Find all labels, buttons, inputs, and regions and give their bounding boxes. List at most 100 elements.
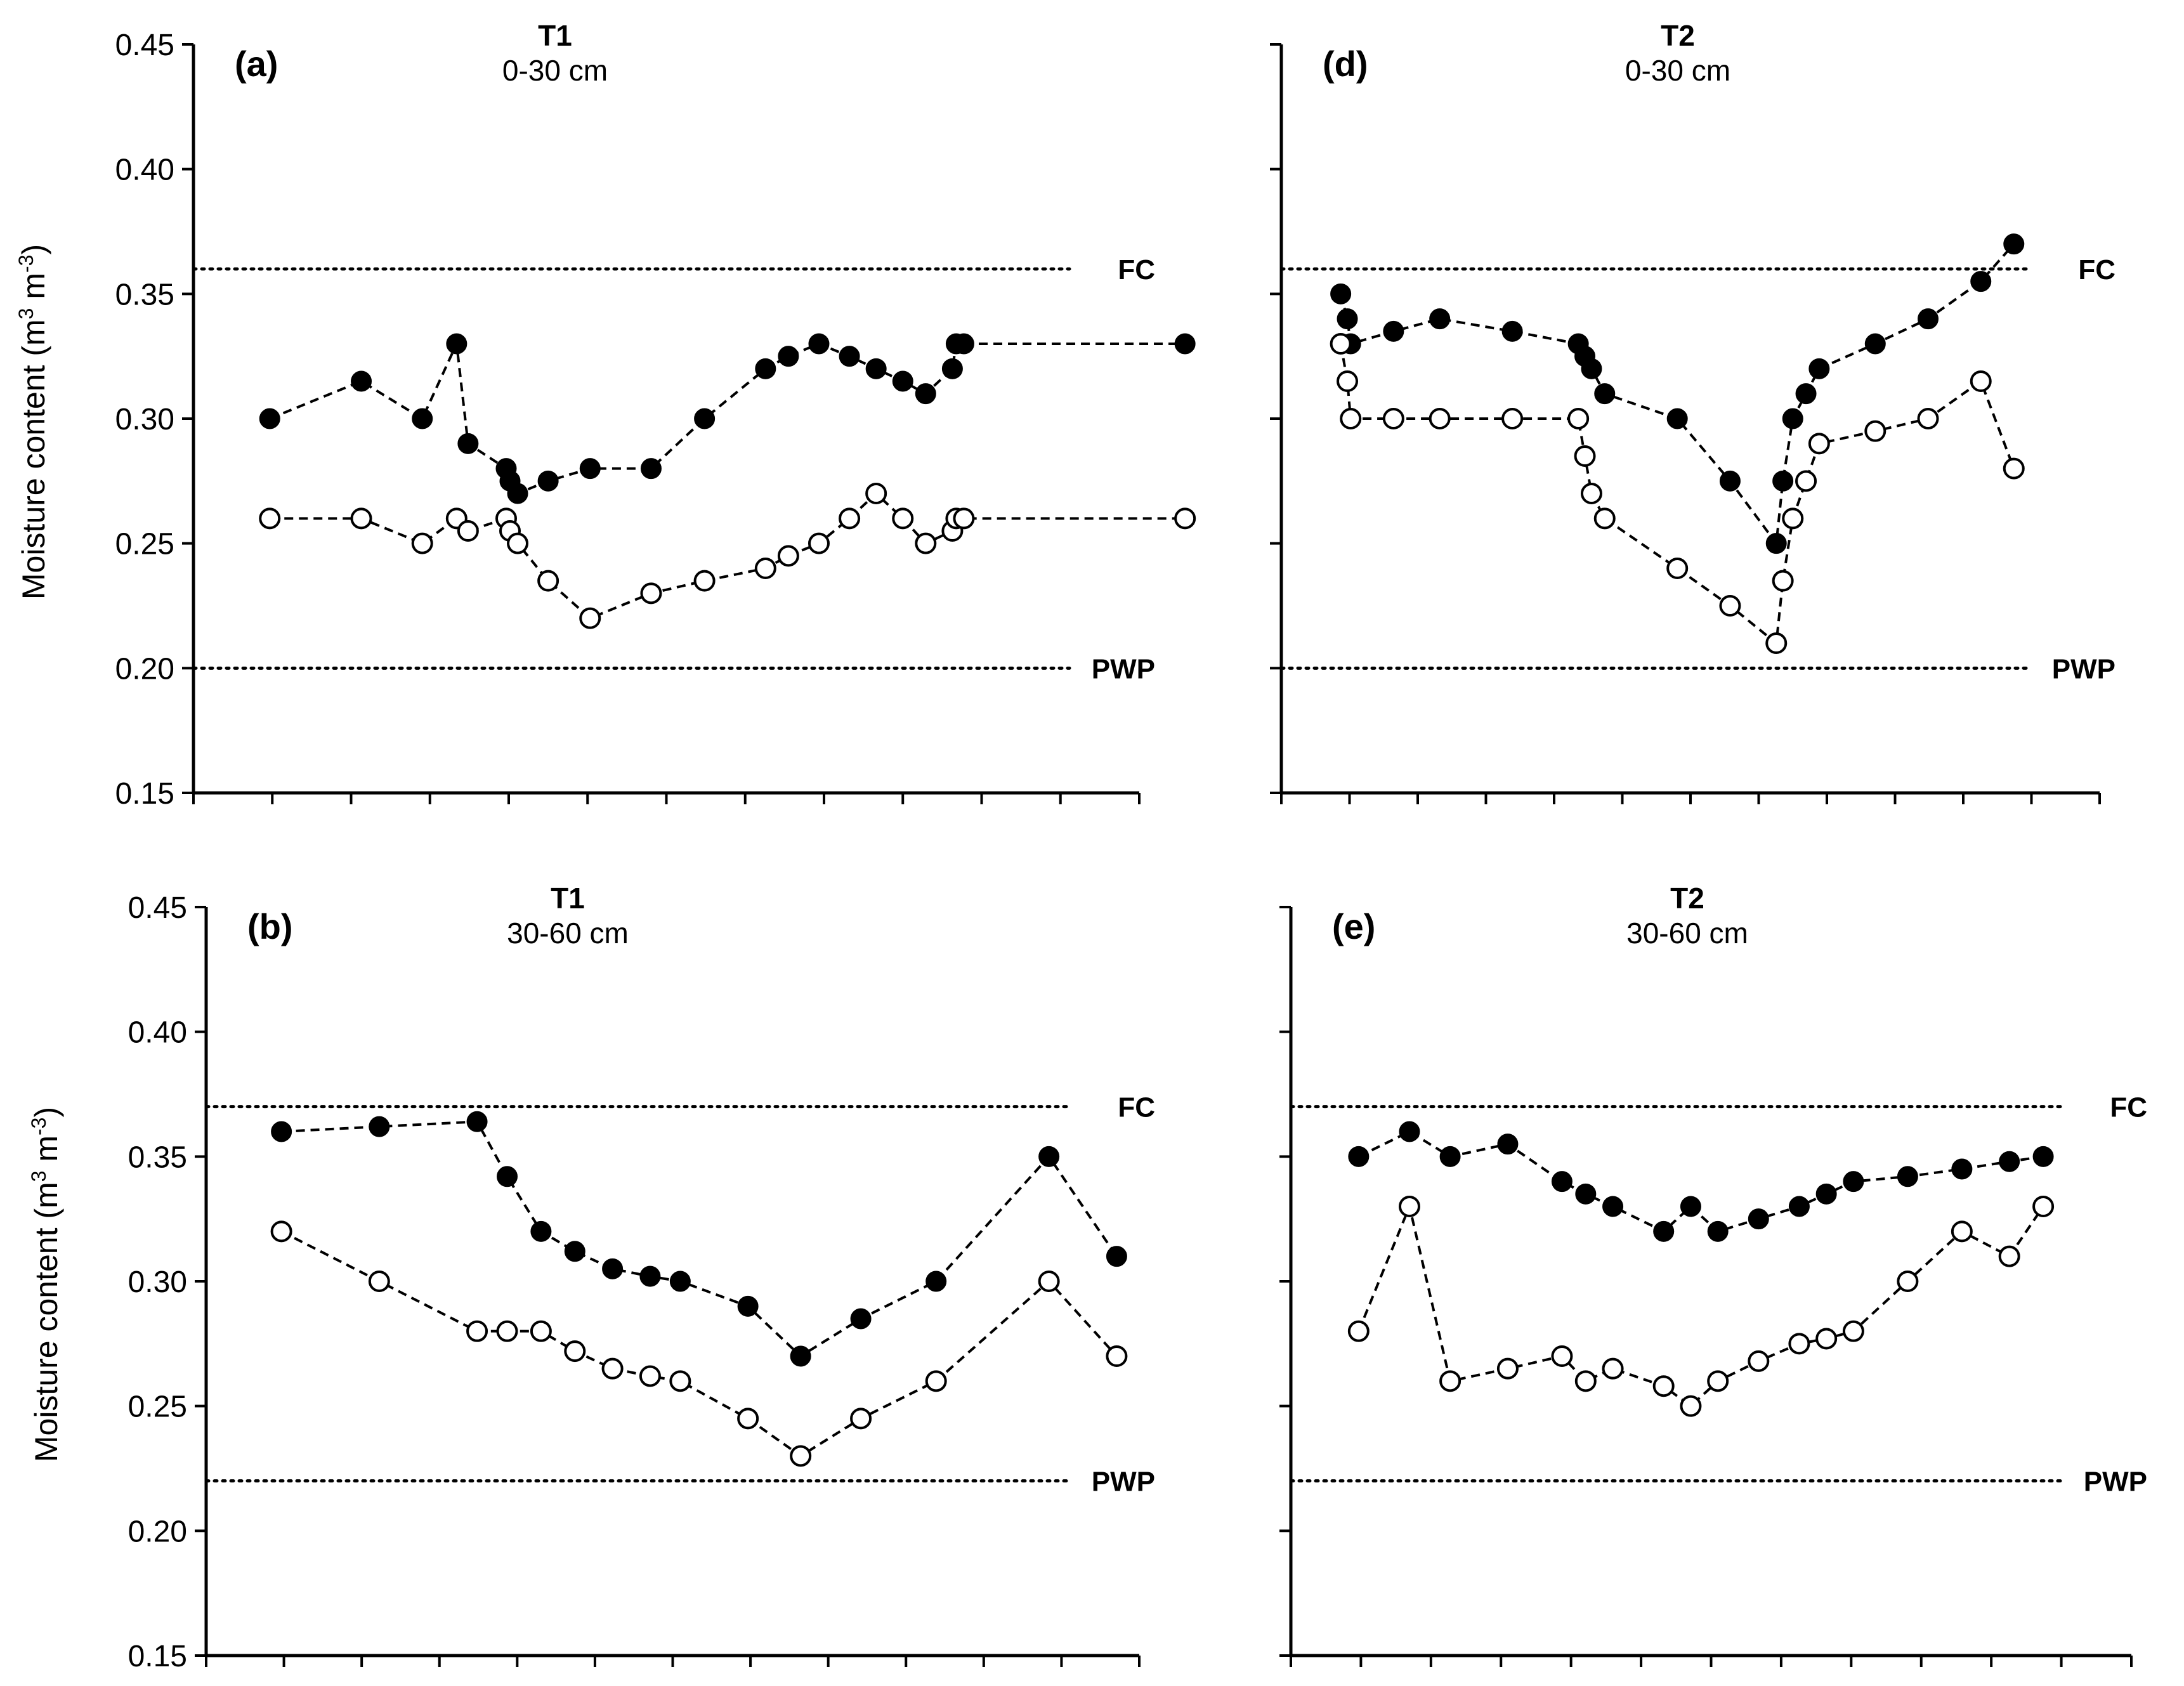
panel-subtitle: 30-60 cm: [1626, 917, 1748, 950]
data-point-open: [1337, 370, 1359, 392]
y-tick-label: 0.40: [128, 1016, 187, 1050]
data-point-open: [1398, 1196, 1420, 1217]
reference-label-pwp: PWP: [2052, 653, 2115, 684]
data-point-open: [1917, 408, 1939, 429]
data-point-open: [737, 1408, 759, 1430]
data-point-open: [1815, 1328, 1838, 1350]
data-point-open: [639, 1365, 661, 1387]
data-point-filled: [1602, 1196, 1624, 1217]
reference-label-fc: FC: [1118, 254, 1155, 285]
data-point-open: [669, 1370, 691, 1392]
data-point-open: [1382, 408, 1404, 429]
data-point-filled: [694, 408, 716, 429]
data-point-filled: [925, 1271, 947, 1292]
data-point-filled: [564, 1241, 585, 1262]
reference-label-fc: FC: [1118, 1092, 1155, 1123]
reference-label-pwp: PWP: [1092, 1467, 1155, 1498]
data-point-filled: [1330, 283, 1352, 304]
data-point-open: [2003, 457, 2025, 480]
data-point-open: [808, 532, 830, 554]
series-line-open: [1357, 1202, 2044, 1408]
panel-title: T2: [1670, 882, 1704, 915]
data-point-open: [466, 1320, 488, 1342]
data-point-open: [1765, 632, 1788, 654]
series-line-filled: [281, 1120, 1118, 1358]
data-point-open: [1174, 507, 1196, 530]
data-point-open: [777, 545, 799, 567]
data-point-open: [1748, 1350, 1770, 1372]
data-point-open: [1719, 595, 1741, 617]
data-point-open: [1574, 445, 1596, 467]
series-filled: [1348, 1121, 2054, 1242]
data-point-filled: [1337, 308, 1358, 330]
data-point-filled: [530, 1220, 552, 1242]
data-point-filled: [2003, 233, 2025, 255]
data-point-filled: [1399, 1121, 1420, 1142]
data-point-open: [892, 507, 914, 530]
data-point-filled: [639, 1265, 661, 1287]
y-tick-label: 0.35: [115, 278, 174, 311]
panel-label: (d): [1323, 44, 1368, 84]
data-point-open: [1897, 1271, 1919, 1292]
data-point-filled: [1594, 383, 1616, 405]
panel-title: T1: [551, 882, 585, 915]
series-filled: [271, 1111, 1127, 1367]
y-axis-label: Moisture content (m3 m-3): [15, 244, 51, 599]
data-point-filled: [579, 458, 601, 480]
series-line-open: [280, 1230, 1118, 1458]
data-point-open: [1567, 408, 1590, 429]
data-point-open: [2032, 1196, 2055, 1217]
data-point-open: [1429, 408, 1451, 429]
data-point-filled: [1038, 1146, 1060, 1167]
panel-title: T2: [1661, 19, 1695, 52]
panel-subtitle: 0-30 cm: [1625, 54, 1730, 87]
data-point-filled: [1918, 308, 1939, 330]
data-point-open: [1580, 483, 1602, 504]
data-point-open: [915, 532, 937, 554]
data-point-filled: [669, 1271, 691, 1292]
data-point-filled: [466, 1111, 488, 1132]
data-point-filled: [892, 370, 913, 392]
data-point-open: [839, 507, 861, 530]
series-line-filled: [1357, 1130, 2044, 1233]
data-point-filled: [1439, 1146, 1461, 1167]
data-point-filled: [1970, 271, 1992, 292]
data-point-filled: [1748, 1208, 1769, 1230]
data-point-open: [1652, 1375, 1675, 1397]
data-point-filled: [755, 358, 776, 379]
panel-label: (e): [1332, 906, 1375, 946]
y-tick-label: 0.20: [115, 652, 174, 686]
series-line-open: [270, 492, 1186, 620]
series-line-open: [1339, 343, 2015, 646]
y-tick-label: 0.45: [115, 29, 174, 62]
y-tick-label: 0.45: [128, 891, 187, 925]
data-point-filled: [790, 1345, 811, 1367]
data-point-open: [368, 1271, 390, 1292]
data-point-open: [259, 507, 281, 530]
y-tick-label: 0.40: [115, 154, 174, 187]
data-point-open: [537, 570, 559, 592]
data-point-open: [270, 1220, 292, 1243]
data-point-filled: [1999, 1151, 2020, 1172]
panel-b: 0.15 0.20 0.25 0.30 0.35 0.40 0.45 FC PWP (b) T130…: [27, 882, 1155, 1673]
data-point-filled: [1106, 1246, 1127, 1267]
y-axis-label: Moisture content (m3 m-3): [27, 1107, 64, 1462]
data-point-open: [754, 558, 776, 579]
data-point-open: [411, 532, 433, 554]
data-point-filled: [1501, 320, 1523, 342]
series-line-filled: [1339, 243, 2015, 547]
data-point-open: [507, 532, 529, 554]
data-point-open: [1038, 1271, 1060, 1292]
data-point-open: [850, 1408, 872, 1430]
data-point-open: [1795, 470, 1817, 492]
data-point-open: [1330, 333, 1352, 355]
series-filled: [259, 333, 1196, 504]
data-point-filled: [1788, 1196, 1810, 1217]
data-point-filled: [1680, 1196, 1701, 1217]
data-point-open: [530, 1320, 552, 1342]
data-point-open: [953, 507, 975, 530]
data-point-open: [1951, 1220, 1973, 1243]
data-point-filled: [1348, 1146, 1370, 1167]
y-tick-label: 0.15: [115, 777, 174, 811]
